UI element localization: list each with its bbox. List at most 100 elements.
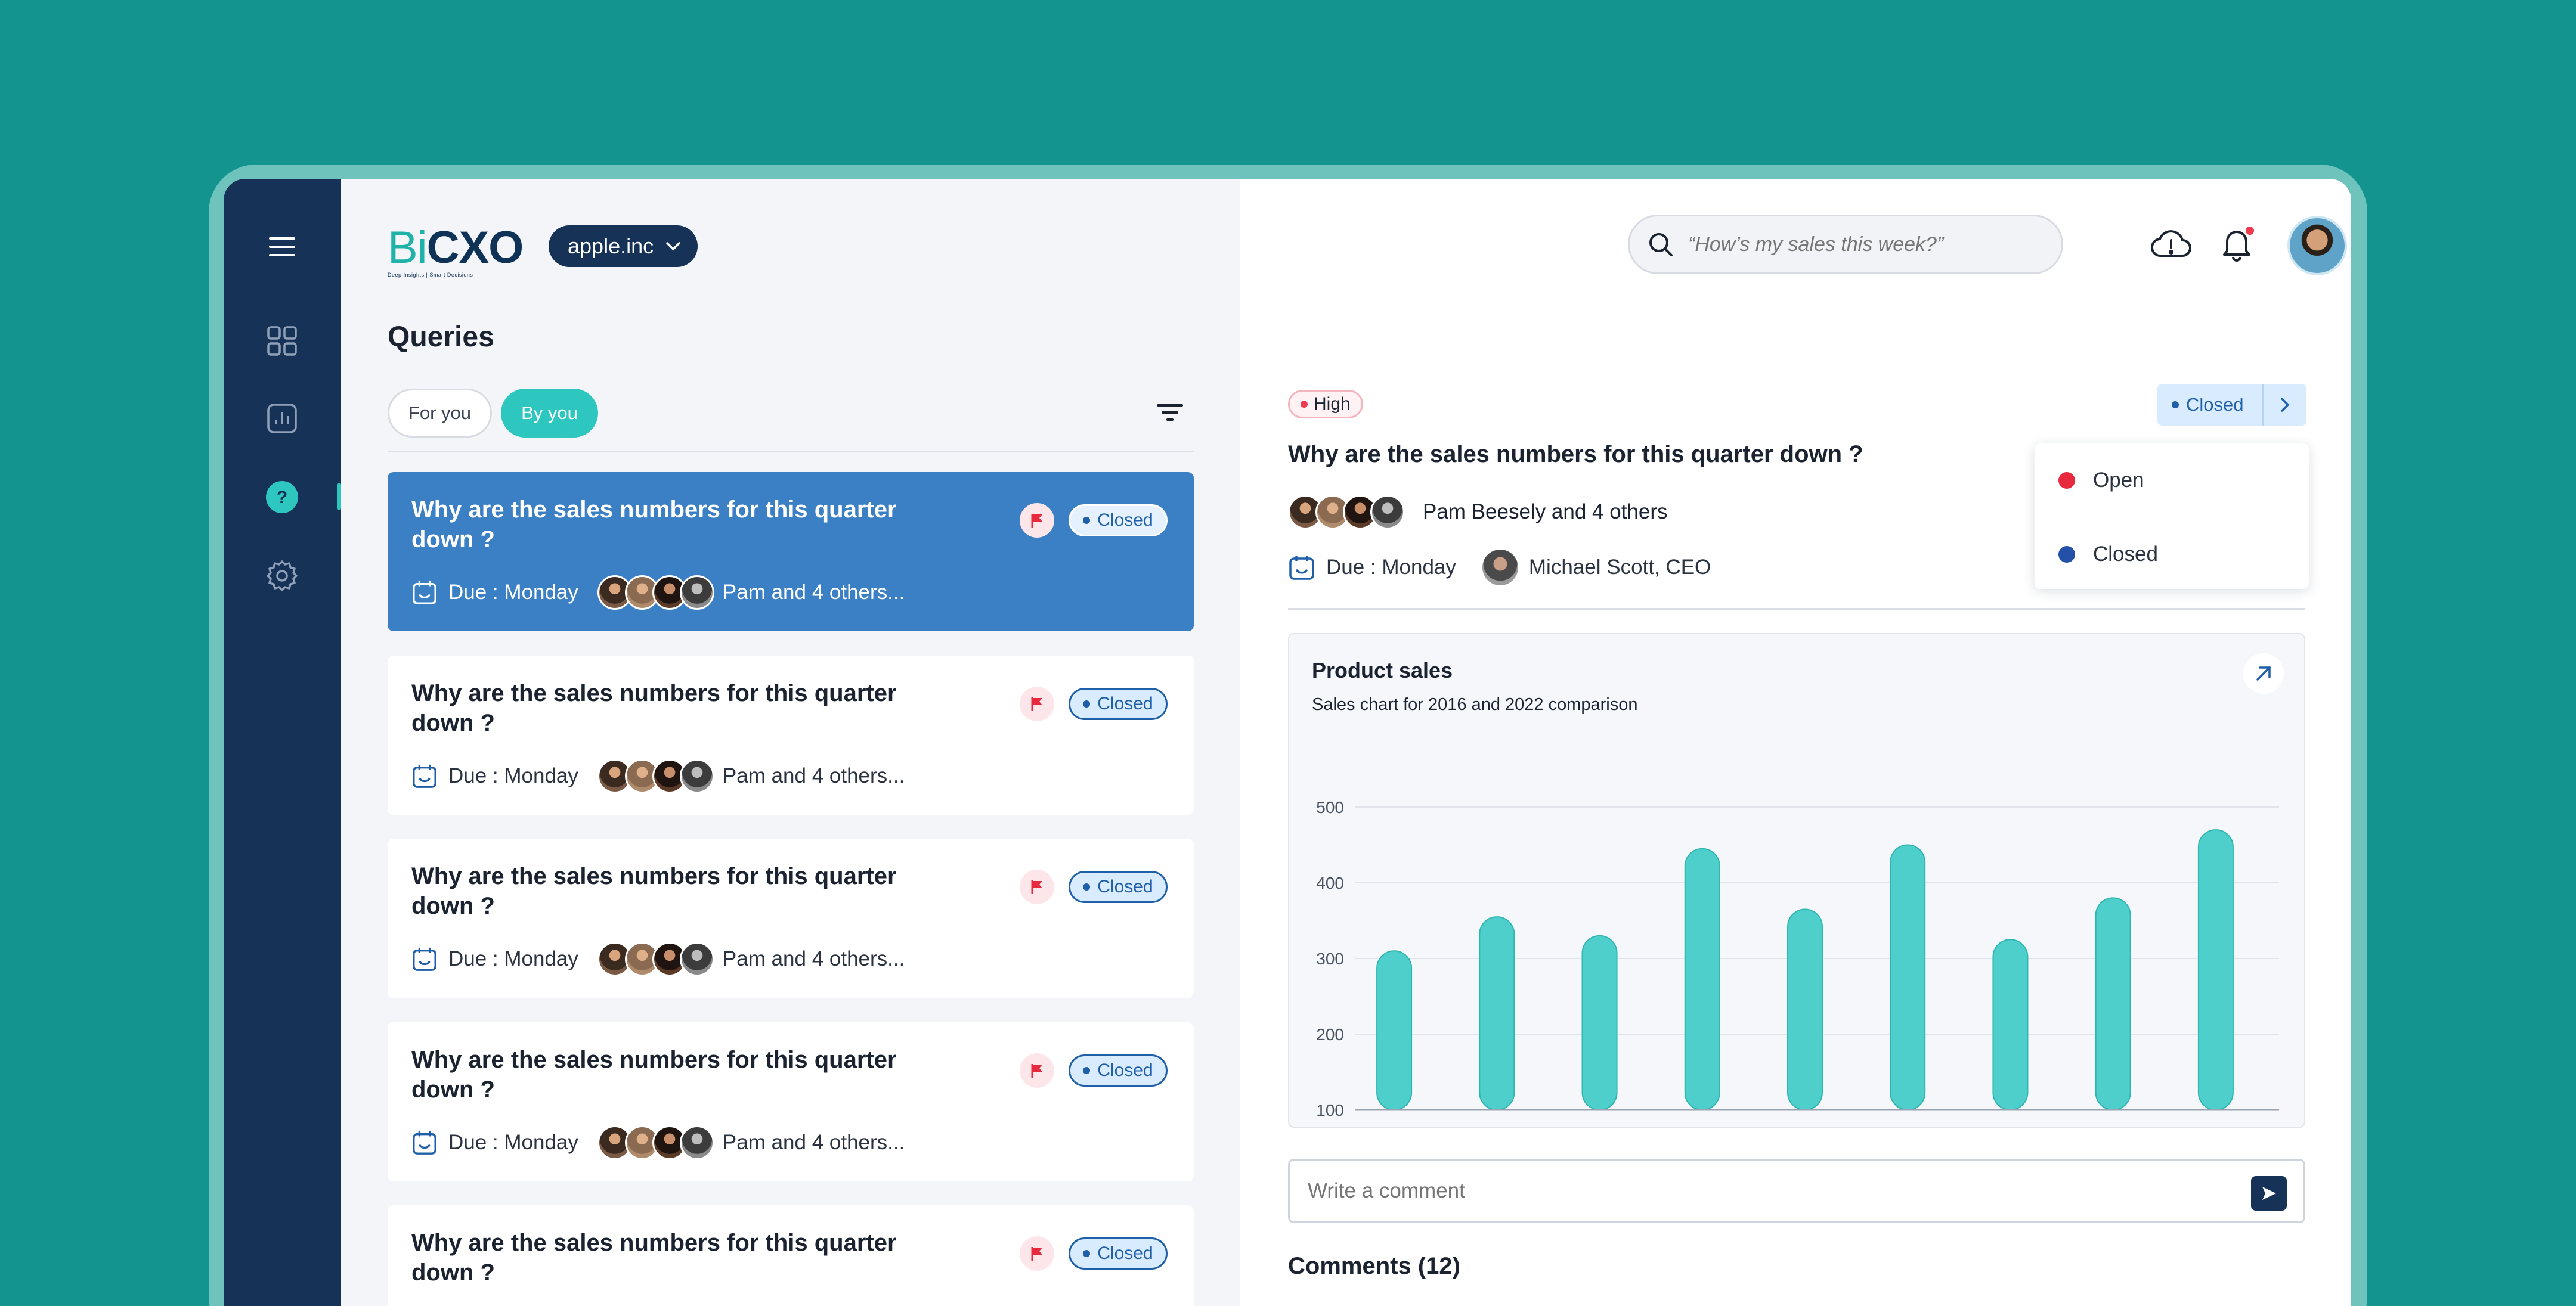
- bar-sep[interactable]: [2197, 829, 2234, 1110]
- logo-bi: Bi: [388, 222, 428, 273]
- bell-icon[interactable]: [2215, 222, 2259, 266]
- search-bar[interactable]: [1628, 215, 2063, 274]
- x-tick-label: Sep: [2201, 1122, 2231, 1123]
- status-badge-label: Closed: [1097, 510, 1153, 530]
- chevron-down-icon: [666, 242, 680, 251]
- notification-dot: [2246, 227, 2254, 235]
- bar-jul[interactable]: [1992, 939, 2029, 1110]
- due-label: Due : Monday: [448, 764, 578, 787]
- query-card-meta: Due : Monday Pam and 4 others...: [411, 575, 905, 610]
- org-selector[interactable]: apple.inc: [549, 225, 698, 267]
- status-dot: [1083, 517, 1091, 524]
- avatar-group: [597, 759, 714, 793]
- due-label: Due : Monday: [448, 581, 578, 604]
- y-tick-label: 200: [1316, 1025, 1344, 1044]
- send-icon: [2262, 1187, 2276, 1200]
- x-tick-label: Apr: [1689, 1122, 1716, 1123]
- search-input[interactable]: [1688, 232, 2046, 256]
- calendar-icon: [413, 581, 436, 604]
- flag-icon[interactable]: [1020, 1236, 1054, 1271]
- query-card-title: Why are the sales numbers for this quart…: [411, 497, 897, 553]
- x-tick-label: Jan: [1381, 1122, 1408, 1123]
- comment-box[interactable]: [1288, 1159, 2305, 1223]
- dashboard-icon[interactable]: [264, 323, 300, 359]
- y-tick-label: 400: [1316, 874, 1344, 892]
- menu-icon[interactable]: [264, 229, 300, 265]
- status-badge-label: Closed: [1097, 694, 1153, 714]
- flag-icon[interactable]: [1020, 870, 1054, 904]
- participants[interactable]: Pam Beesely and 4 others: [1288, 495, 1668, 529]
- chevron-right-icon[interactable]: [2264, 396, 2306, 413]
- bar-mar[interactable]: [1581, 935, 1618, 1110]
- x-tick-label: Jun: [1894, 1122, 1921, 1123]
- analytics-icon[interactable]: [264, 401, 300, 436]
- query-card[interactable]: Why are the sales numbers for this quart…: [388, 839, 1194, 998]
- flag-icon[interactable]: [1020, 1053, 1054, 1088]
- avatar: [624, 575, 660, 610]
- flag-icon[interactable]: [1020, 503, 1054, 538]
- owner-avatar: [1482, 550, 1518, 585]
- expand-icon[interactable]: [2243, 653, 2284, 694]
- status-dot: [2172, 401, 2179, 408]
- owner-label: Michael Scott, CEO: [1528, 556, 1711, 579]
- cloud-alert-icon[interactable]: [2149, 222, 2193, 266]
- participants-label: Pam and 4 others...: [722, 764, 905, 787]
- status-option-open[interactable]: Open: [2058, 469, 2144, 492]
- page-title: Queries: [388, 321, 494, 353]
- due-label: Due : Monday: [448, 1131, 578, 1154]
- bar-jan[interactable]: [1376, 950, 1413, 1110]
- chart-title: Product sales: [1312, 658, 1453, 683]
- x-tick-label: Jul: [2000, 1122, 2021, 1123]
- avatar: [679, 759, 714, 793]
- user-avatar[interactable]: [2287, 216, 2347, 275]
- priority-dot: [1301, 401, 1308, 408]
- brand-logo: BiCXO Deep Insights | Smart Decisions: [388, 222, 524, 278]
- query-card-meta: Due : Monday Pam and 4 others...: [411, 758, 905, 794]
- participants-label: Pam and 4 others...: [722, 947, 905, 970]
- settings-icon[interactable]: [264, 558, 300, 594]
- bar-may[interactable]: [1787, 908, 1823, 1110]
- bar-feb[interactable]: [1479, 916, 1515, 1110]
- divider: [388, 451, 1194, 452]
- due-label: Due : Monday: [448, 947, 578, 970]
- logo-tagline: Deep Insights | Smart Decisions: [388, 272, 473, 278]
- svg-text:?: ?: [277, 488, 287, 507]
- bar-jun[interactable]: [1890, 844, 1926, 1110]
- status-badge: Closed: [1069, 1054, 1168, 1087]
- product-sales-card: Product sales Sales chart for 2016 and 2…: [1288, 633, 2305, 1128]
- query-card[interactable]: Why are the sales numbers for this quart…: [388, 1205, 1194, 1306]
- queries-icon[interactable]: ?: [264, 479, 300, 515]
- tab-for-you[interactable]: For you: [388, 389, 492, 438]
- divider: [1288, 608, 2305, 610]
- status-badge-label: Closed: [1097, 1060, 1153, 1080]
- query-card[interactable]: Why are the sales numbers for this quart…: [388, 1022, 1194, 1181]
- calendar-icon: [413, 1131, 436, 1155]
- query-card-title: Why are the sales numbers for this quart…: [411, 863, 897, 919]
- status-option-closed[interactable]: Closed: [2058, 542, 2158, 566]
- open-dot: [2058, 472, 2075, 489]
- avatar: [679, 575, 714, 610]
- comment-input[interactable]: [1308, 1179, 2202, 1203]
- filter-icon[interactable]: [1152, 401, 1188, 424]
- query-card[interactable]: Why are the sales numbers for this quart…: [388, 656, 1194, 815]
- avatar: [597, 942, 632, 976]
- tab-by-you[interactable]: By you: [501, 389, 598, 438]
- status-option-label: Open: [2093, 469, 2144, 492]
- bar-chart: 100 200 300 400 500 Jan Feb Mar Apr May Jun Jul Aug S…: [1316, 798, 2279, 1123]
- x-tick-label: May: [1789, 1122, 1821, 1123]
- query-card[interactable]: Why are the sales numbers for this quart…: [388, 472, 1194, 631]
- search-icon: [1649, 233, 1673, 256]
- send-button[interactable]: [2251, 1176, 2287, 1211]
- status-dropdown-button[interactable]: Closed: [2157, 384, 2306, 426]
- query-card-meta: Due : Monday Pam and 4 others...: [411, 1125, 905, 1161]
- bar-aug[interactable]: [2095, 897, 2131, 1110]
- avatar: [679, 942, 714, 976]
- query-card-title: Why are the sales numbers for this quart…: [411, 1230, 897, 1286]
- sidebar: ?: [224, 179, 341, 1306]
- y-tick-label: 500: [1316, 798, 1344, 817]
- query-card-title: Why are the sales numbers for this quart…: [411, 1047, 897, 1103]
- bar-apr[interactable]: [1684, 848, 1720, 1110]
- y-tick-label: 300: [1316, 950, 1344, 968]
- flag-icon[interactable]: [1020, 687, 1054, 721]
- logo-cxo: CXO: [426, 222, 524, 273]
